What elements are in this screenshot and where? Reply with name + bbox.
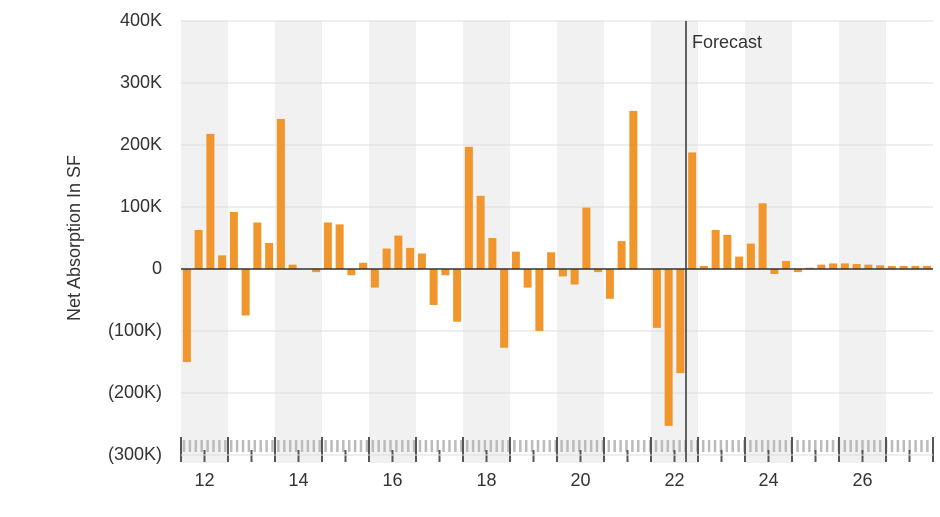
bar [500, 269, 509, 348]
bar [206, 133, 215, 269]
bar [793, 269, 802, 273]
year-band [181, 21, 228, 463]
x-tick-label: 22 [664, 470, 684, 490]
bar [887, 265, 896, 269]
bar [617, 241, 626, 269]
y-tick-label: 0 [152, 258, 162, 278]
x-tick-label: 12 [194, 470, 214, 490]
bar [711, 229, 720, 269]
bar [547, 252, 556, 269]
bar [782, 260, 791, 269]
year-band [557, 21, 604, 463]
bar [664, 269, 673, 426]
bar [511, 251, 520, 269]
bar [652, 269, 661, 328]
bar [182, 269, 191, 362]
bar [676, 269, 685, 374]
bar [558, 269, 567, 277]
bar [229, 211, 238, 269]
bar [382, 248, 391, 269]
x-tick-label: 26 [852, 470, 872, 490]
bar [582, 207, 591, 269]
bar [629, 110, 638, 270]
bar [923, 265, 932, 269]
bar [523, 269, 532, 288]
x-tick-label: 20 [570, 470, 590, 490]
bar [758, 203, 767, 269]
bar [359, 262, 368, 269]
bars [182, 110, 932, 426]
forecast-label: Forecast [692, 32, 762, 52]
bar [688, 152, 697, 269]
x-tick-label: 14 [288, 470, 308, 490]
year-band [839, 21, 886, 463]
bar [911, 265, 920, 269]
bar [464, 146, 473, 269]
bar [699, 265, 708, 269]
bar [876, 265, 885, 269]
bar [417, 253, 426, 269]
bands [180, 21, 934, 463]
bar [323, 222, 332, 269]
bar [899, 265, 908, 269]
bar [370, 269, 379, 288]
bar [746, 243, 755, 269]
year-band [369, 21, 416, 463]
bar [864, 264, 873, 269]
bar [218, 255, 227, 269]
bar [335, 224, 344, 269]
bar [453, 269, 462, 322]
bar [406, 247, 415, 269]
bar [605, 269, 614, 299]
bar [488, 238, 497, 269]
bar [840, 263, 849, 269]
bar [817, 264, 826, 269]
year-band [745, 21, 792, 463]
bar [347, 269, 356, 276]
bar [770, 269, 779, 274]
bar [852, 264, 861, 269]
y-tick-label: 400K [120, 10, 162, 30]
y-tick-label: 200K [120, 134, 162, 154]
y-axis-label: Net Absorption In SF [64, 155, 84, 321]
y-tick-label: (100K) [108, 320, 162, 340]
bar [265, 242, 274, 269]
bar [288, 264, 297, 269]
bar [723, 234, 732, 269]
bar [535, 269, 544, 331]
y-tick-label: 100K [120, 196, 162, 216]
y-tick-label: (300K) [108, 444, 162, 464]
bar [253, 222, 262, 269]
y-tick-label: 300K [120, 72, 162, 92]
bar [476, 195, 485, 269]
bar [429, 269, 438, 305]
bar [276, 118, 285, 270]
x-tick-label: 18 [476, 470, 496, 490]
x-tick-label: 16 [382, 470, 402, 490]
bar [594, 269, 603, 273]
bar [735, 256, 744, 269]
bar [194, 229, 203, 269]
bar [241, 269, 250, 316]
grid [181, 20, 933, 456]
bar [441, 269, 450, 276]
bar [312, 269, 321, 273]
bar [570, 269, 579, 285]
x-tick-label: 24 [758, 470, 778, 490]
bar [394, 235, 403, 269]
y-tick-label: (200K) [108, 382, 162, 402]
bar [829, 263, 838, 269]
